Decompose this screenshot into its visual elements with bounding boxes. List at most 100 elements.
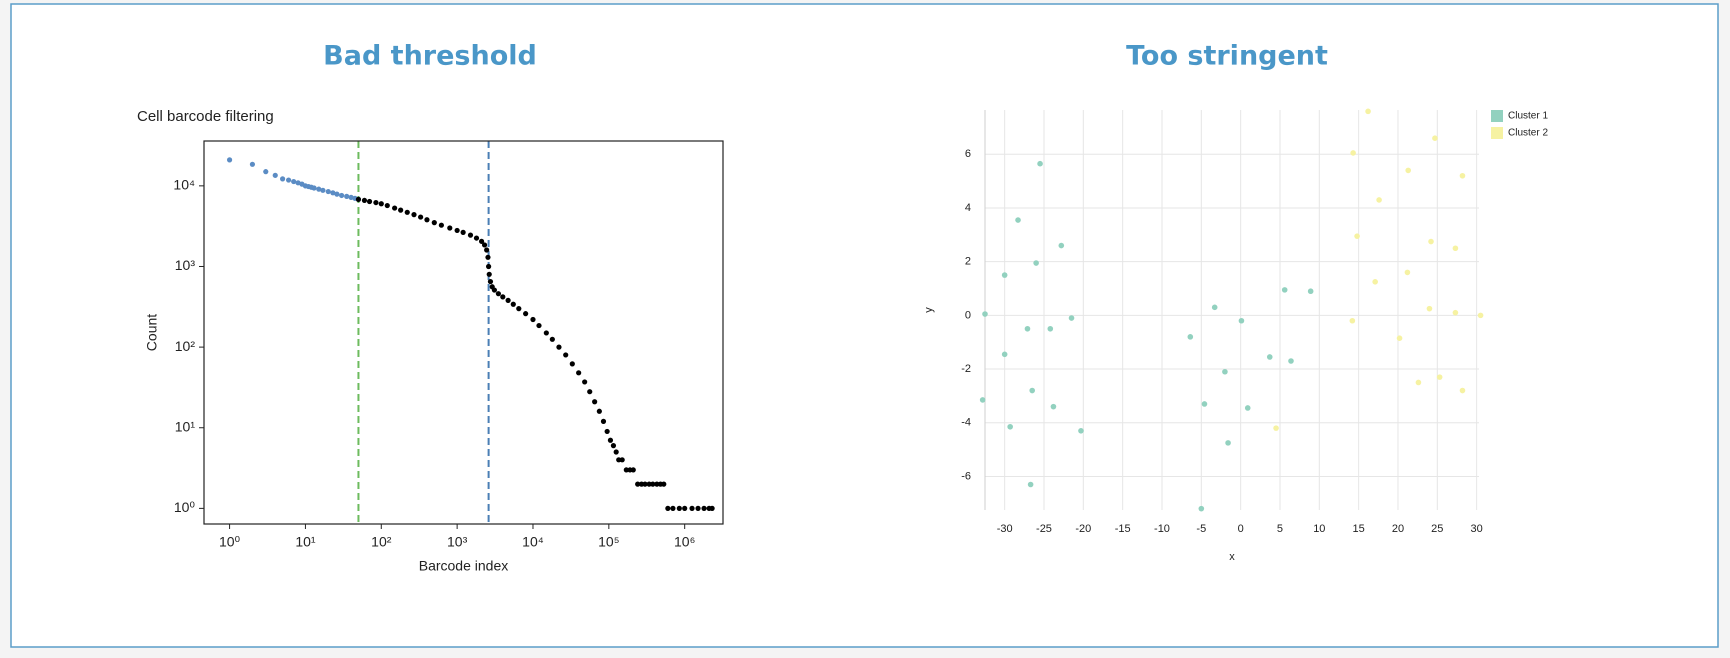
x-tick-label: -25 — [1036, 523, 1052, 535]
x-tick-label: 0 — [1238, 523, 1244, 535]
data-point — [1047, 325, 1054, 332]
data-point — [661, 481, 667, 487]
data-point — [604, 428, 610, 435]
data-point — [701, 505, 707, 511]
y-tick-label: 6 — [965, 148, 971, 160]
data-point — [330, 190, 336, 196]
data-point — [487, 278, 494, 285]
data-point — [1426, 305, 1433, 312]
y-tick-label: -4 — [961, 417, 971, 429]
data-point — [516, 306, 522, 312]
data-point — [447, 225, 453, 231]
y-tick-label: 10⁴ — [173, 177, 195, 193]
x-tick-label: 10³ — [447, 534, 468, 550]
data-point — [1222, 368, 1228, 375]
y-tick-label: -2 — [961, 363, 971, 375]
data-point — [1001, 351, 1008, 358]
data-point — [485, 254, 491, 260]
y-tick-label: 0 — [965, 309, 971, 321]
data-point — [1027, 481, 1034, 488]
data-point — [1396, 335, 1403, 341]
data-point — [418, 214, 424, 220]
x-tick-label: 15 — [1353, 523, 1365, 535]
data-point — [576, 370, 582, 376]
data-point — [592, 399, 598, 405]
x-axis-label: x — [1229, 551, 1235, 563]
x-tick-label: 30 — [1471, 523, 1483, 535]
data-point — [635, 481, 641, 487]
data-point — [607, 437, 614, 443]
data-point — [510, 301, 516, 307]
legend-swatch — [1491, 110, 1503, 122]
data-point — [1244, 405, 1251, 411]
data-point — [361, 197, 368, 204]
data-point — [1404, 269, 1411, 276]
data-point — [982, 311, 988, 317]
data-point — [1350, 150, 1356, 156]
data-point — [1452, 245, 1459, 252]
legend-label: Cluster 2 — [1508, 128, 1548, 139]
x-tick-label: 10⁴ — [522, 534, 544, 550]
data-point — [563, 352, 569, 358]
data-point — [695, 505, 701, 511]
data-point — [1354, 233, 1360, 239]
x-tick-label: -15 — [1115, 523, 1131, 535]
data-point — [1024, 325, 1031, 332]
data-point — [1050, 403, 1057, 410]
data-point — [411, 212, 417, 218]
data-point — [979, 397, 986, 403]
data-point — [530, 316, 536, 323]
data-point — [1068, 315, 1075, 321]
data-point — [676, 505, 682, 511]
slide-frame — [10, 3, 1719, 648]
data-point — [1281, 287, 1288, 293]
data-point — [272, 172, 278, 178]
legend-swatch — [1491, 127, 1503, 139]
data-point — [505, 297, 511, 303]
x-tick-label: 10⁰ — [219, 534, 241, 550]
data-point — [523, 311, 529, 317]
data-point — [654, 481, 660, 487]
data-point — [1037, 160, 1043, 167]
data-point — [1015, 217, 1021, 223]
data-point — [1459, 172, 1466, 179]
data-point — [316, 186, 322, 192]
data-point — [404, 209, 410, 215]
data-point — [1376, 197, 1382, 203]
data-point — [431, 220, 437, 226]
data-point — [1273, 425, 1279, 431]
data-point — [467, 232, 474, 238]
data-point — [1372, 279, 1378, 285]
data-point — [344, 193, 350, 199]
data-point — [486, 271, 492, 277]
data-point — [1349, 317, 1356, 324]
data-point — [536, 322, 542, 329]
data-point — [1225, 440, 1231, 446]
data-point — [1187, 334, 1194, 340]
data-point — [1307, 288, 1314, 295]
data-point — [610, 443, 617, 449]
data-point — [325, 188, 331, 195]
data-point — [689, 505, 695, 511]
data-point — [1428, 238, 1434, 245]
x-tick-label: 20 — [1392, 523, 1404, 535]
x-tick-label: -5 — [1196, 523, 1206, 535]
x-tick-label: 5 — [1277, 523, 1283, 535]
data-point — [596, 408, 602, 414]
y-tick-label: 10³ — [175, 257, 196, 273]
data-point — [366, 198, 373, 205]
data-point — [484, 247, 490, 253]
data-point — [1078, 428, 1084, 434]
data-point — [398, 207, 404, 213]
data-point — [1238, 317, 1245, 324]
data-point — [320, 187, 326, 193]
data-point — [1266, 354, 1273, 360]
data-point — [1288, 358, 1294, 364]
data-point — [279, 176, 286, 182]
data-point — [339, 192, 345, 199]
data-point — [486, 263, 492, 270]
data-point — [384, 202, 390, 209]
x-tick-label: -10 — [1154, 523, 1170, 535]
data-point — [1459, 387, 1466, 394]
